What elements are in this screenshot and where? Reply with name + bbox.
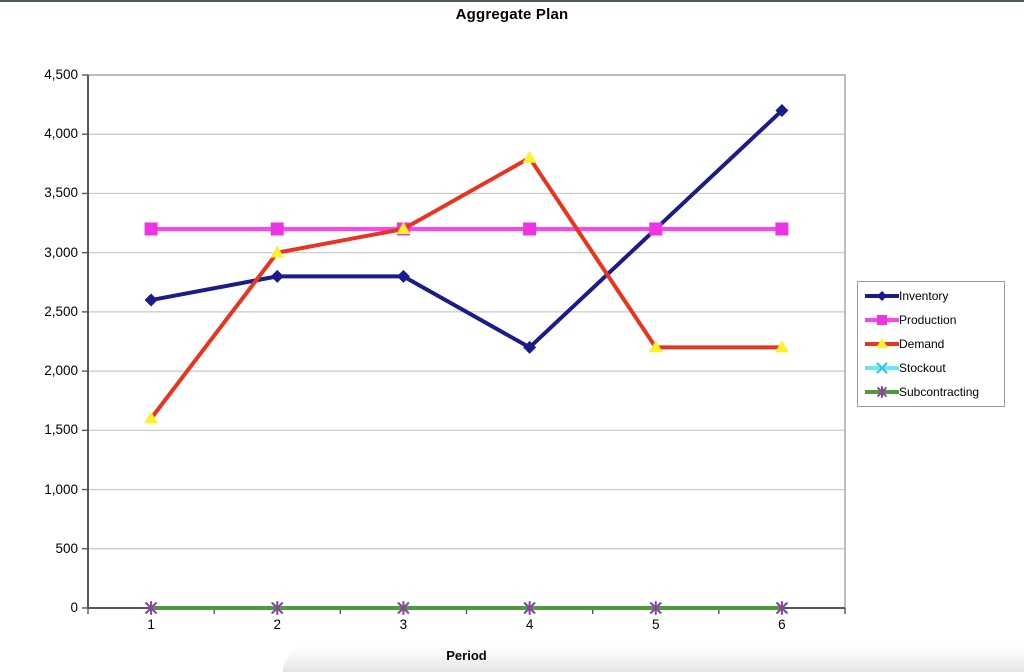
- data-point-marker: [876, 362, 888, 374]
- data-point-marker: [650, 601, 662, 615]
- data-point-marker: [144, 293, 158, 307]
- plot-border: [87, 74, 846, 609]
- x-axis-tick-label: 5: [651, 617, 660, 632]
- legend: Inventory Production Demand Stockout Subcont…: [857, 281, 1005, 407]
- data-point-marker: [522, 150, 537, 163]
- x-axis-tick-label: 2: [273, 617, 281, 632]
- data-point-marker: [876, 338, 888, 348]
- data-point-marker: [877, 386, 887, 398]
- legend-swatch-asterisk-icon: [865, 386, 899, 398]
- data-point-marker: [145, 601, 157, 615]
- data-point-marker: [397, 601, 410, 615]
- x-axis-title: Period: [446, 648, 487, 663]
- y-axis-tick-label: 3,000: [44, 244, 78, 260]
- data-point-marker: [523, 222, 537, 236]
- legend-label: Subcontracting: [899, 385, 980, 399]
- series-line-demand: [149, 155, 784, 421]
- data-point-marker: [270, 222, 284, 236]
- x-axis-tick-label: 4: [525, 617, 534, 632]
- data-point-marker: [271, 601, 283, 615]
- legend-label: Demand: [899, 337, 945, 351]
- y-axis-tick-label: 0: [70, 600, 78, 615]
- legend-swatch-triangle-icon: [865, 338, 899, 348]
- data-point-marker: [396, 269, 410, 283]
- y-axis-tick-label: 4,000: [44, 126, 78, 142]
- legend-item-demand: Demand: [865, 333, 1004, 355]
- legend-item-stockout: Stockout: [865, 357, 1004, 379]
- y-axis-tick-label: 4,500: [44, 67, 78, 82]
- y-axis-tick-label: 3,500: [44, 185, 78, 201]
- data-point-marker: [775, 222, 789, 236]
- legend-swatch-x-icon: [865, 362, 899, 374]
- data-point-marker: [144, 222, 158, 236]
- window-top-border: [0, 0, 1024, 2]
- data-point-marker: [648, 340, 663, 353]
- data-point-marker: [396, 221, 411, 234]
- data-point-marker: [877, 315, 887, 325]
- data-point-marker: [877, 291, 887, 301]
- y-axis-tick-label: 1,500: [44, 422, 78, 438]
- data-point-marker: [774, 340, 789, 353]
- data-point-marker: [270, 269, 284, 283]
- data-point-marker: [270, 245, 285, 258]
- y-axis-tick-label: 2,500: [44, 303, 78, 319]
- chart-title: Aggregate Plan: [455, 6, 569, 23]
- x-axis-tick-label: 1: [147, 617, 155, 632]
- data-point-marker: [649, 222, 663, 236]
- legend-label: Inventory: [899, 289, 949, 303]
- legend-label: Production: [899, 313, 957, 327]
- x-axis-tick-label: 6: [778, 617, 786, 632]
- x-axis-tick-label: 3: [399, 617, 408, 632]
- legend-item-subcontracting: Subcontracting: [865, 381, 1004, 403]
- data-point-marker: [144, 411, 159, 424]
- legend-item-inventory: Inventory: [865, 285, 1004, 307]
- data-point-marker: [775, 104, 789, 118]
- y-axis-tick-label: 500: [55, 540, 78, 556]
- y-axis-tick-label: 1,000: [44, 481, 78, 497]
- data-point-marker: [523, 340, 537, 354]
- legend-item-production: Production: [865, 309, 1004, 331]
- legend-label: Stockout: [899, 361, 946, 375]
- data-point-marker: [523, 601, 536, 615]
- legend-swatch-square-icon: [865, 315, 899, 325]
- data-point-marker: [776, 601, 788, 615]
- y-axis-tick-label: 2,000: [44, 363, 78, 379]
- legend-swatch-diamond-icon: [865, 291, 899, 301]
